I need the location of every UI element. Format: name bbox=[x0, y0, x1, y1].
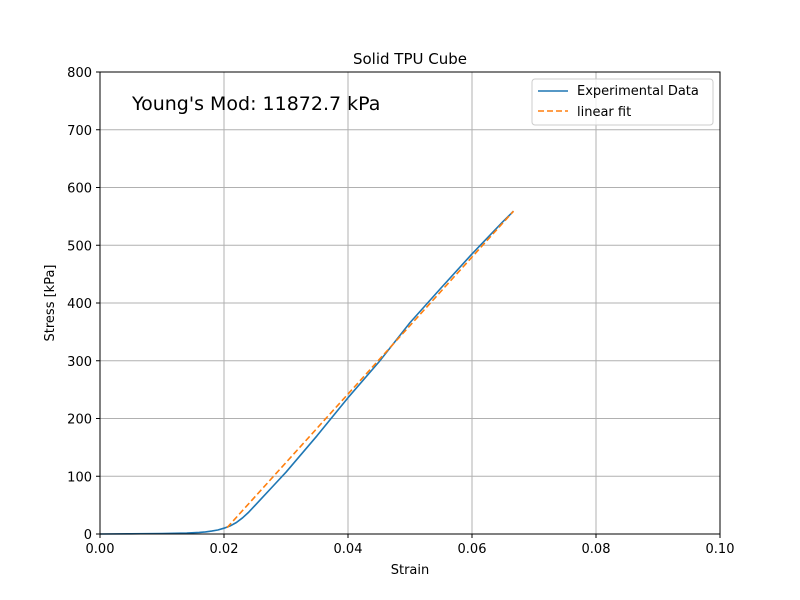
x-tick-label: 0.04 bbox=[334, 542, 363, 557]
y-tick-label: 0 bbox=[84, 528, 92, 543]
y-tick-label: 600 bbox=[67, 182, 92, 197]
x-tick-label: 0.10 bbox=[706, 542, 735, 557]
series-line-linear-fit bbox=[226, 210, 515, 529]
legend: Experimental Data linear fit bbox=[531, 78, 714, 126]
y-axis-ticks: 0 100 200 300 400 500 600 700 800 bbox=[67, 66, 100, 543]
x-tick-label: 0.02 bbox=[210, 542, 239, 557]
chart-title: Solid TPU Cube bbox=[353, 50, 467, 68]
y-tick-label: 300 bbox=[67, 355, 92, 370]
legend-box bbox=[531, 78, 714, 126]
y-axis-label: Stress [kPa] bbox=[43, 265, 58, 342]
youngs-modulus-annotation: Young's Mod: 11872.7 kPa bbox=[131, 93, 380, 115]
x-axis-ticks: 0.00 0.02 0.04 0.06 0.08 0.10 bbox=[86, 534, 735, 557]
legend-label-linear-fit: linear fit bbox=[577, 105, 631, 120]
y-tick-label: 400 bbox=[67, 297, 92, 312]
y-tick-label: 200 bbox=[67, 413, 92, 428]
y-tick-label: 500 bbox=[67, 239, 92, 254]
x-tick-label: 0.08 bbox=[582, 542, 611, 557]
legend-label-experimental-data: Experimental Data bbox=[577, 84, 699, 99]
x-axis-label: Strain bbox=[391, 563, 430, 578]
x-tick-label: 0.06 bbox=[458, 542, 487, 557]
series-line-experimental-data bbox=[99, 210, 515, 535]
x-tick-label: 0.00 bbox=[86, 542, 115, 557]
y-tick-label: 700 bbox=[67, 124, 92, 139]
y-tick-label: 800 bbox=[67, 66, 92, 81]
y-tick-label: 100 bbox=[67, 470, 92, 485]
data-series bbox=[99, 210, 515, 535]
